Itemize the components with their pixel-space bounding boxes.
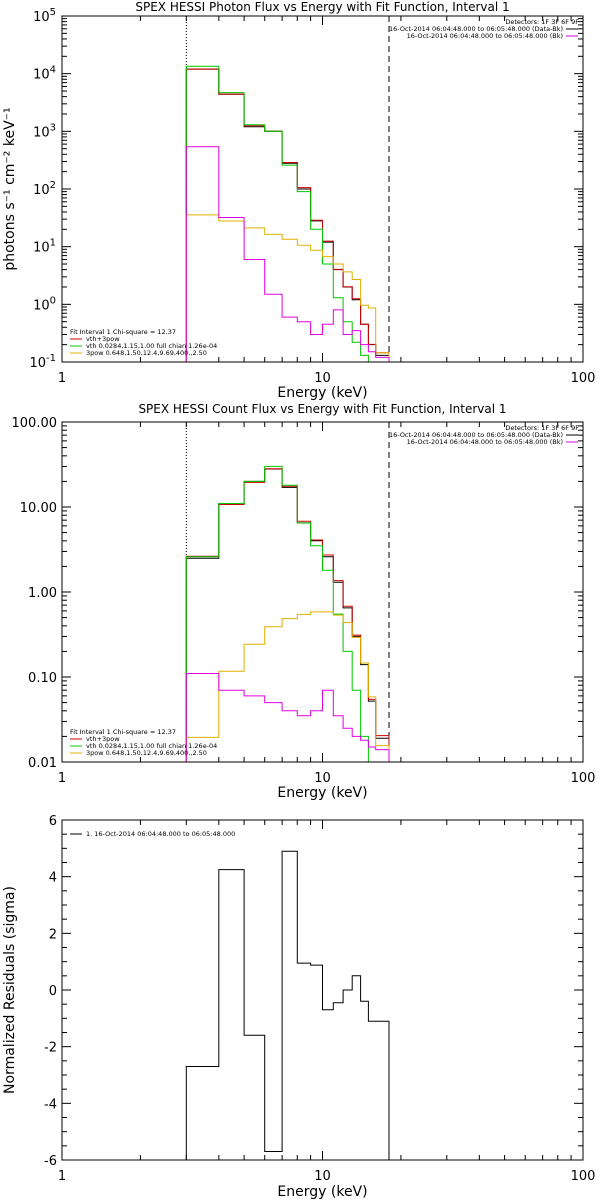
y-axis: 0.01 0.10 1.00 10.00 100.00 <box>12 416 583 771</box>
x-axis-label: Energy (keV) <box>277 785 367 801</box>
y-tick-label: 103 <box>33 122 56 140</box>
x-tick-label: 1 <box>58 771 66 786</box>
series-group <box>185 465 390 762</box>
x-tick-label: 1 <box>58 1169 66 1184</box>
y-tick-label: 0.01 <box>28 756 57 771</box>
legend-entry: 16-Oct-2014 06:04:48.000 to 06:05:48.000… <box>407 438 563 446</box>
series-data <box>185 68 390 362</box>
legend-entry: 1. 16-Oct-2014 06:04:48.000 to 06:05:48.… <box>86 830 235 838</box>
x-axis: 1 10 100 <box>58 820 596 1184</box>
legend-header: Fit Interval 1 Chi-square = 12.37 <box>70 728 176 736</box>
y-tick-label: 4 <box>49 871 57 886</box>
legend-left: Fit Interval 1 Chi-square = 12.37vth+3po… <box>70 728 217 757</box>
x-tick-label: 1 <box>58 371 66 386</box>
legend-header: Detectors: 1F 3F 6F 9F <box>505 424 579 432</box>
x-axis: 1 10 100 <box>58 422 596 786</box>
x-tick-label: 10 <box>314 1169 331 1184</box>
legend-entry: 3pow 0.648,1.50,12.4,9.69,400.,2.50 <box>86 349 207 357</box>
y-axis-label: Normalized Residuals (sigma) <box>2 886 18 1094</box>
y-tick-label: 105 <box>33 7 56 25</box>
x-tick-label: 100 <box>571 771 596 786</box>
series-1-16-oct-2014-06-04-48-000-to-06-05-48-000 <box>185 850 390 1160</box>
series-vth <box>185 65 389 362</box>
x-axis-label: Energy (keV) <box>277 1184 367 1200</box>
y-tick-label: 1.00 <box>28 586 57 601</box>
y-axis-label: photons s⁻¹ cm⁻² keV⁻¹ <box>2 107 18 270</box>
panel-2: SPEX HESSI Count Flux vs Energy with Fit… <box>12 402 596 801</box>
legend-entry: vth 0.0284,1.15,1.00 full chian 1.26e-04 <box>86 742 217 750</box>
series-vth <box>185 465 389 762</box>
series-group <box>185 850 390 1160</box>
y-tick-label: -2 <box>44 1041 57 1056</box>
series-data <box>185 468 390 762</box>
series-bk <box>185 146 390 362</box>
y-tick-label: 100 <box>33 295 56 313</box>
chart-title: SPEX HESSI Count Flux vs Energy with Fit… <box>138 402 506 416</box>
y-tick-label: 102 <box>33 180 56 198</box>
x-axis-label: Energy (keV) <box>277 385 367 401</box>
legend-entry: 16-Oct-2014 06:04:48.000 to 06:05:48.000… <box>389 431 563 439</box>
y-tick-label: -4 <box>44 1097 57 1112</box>
legend-entry: vth+3pow <box>86 735 120 743</box>
y-tick-label: 104 <box>33 65 56 83</box>
x-tick-label: 100 <box>571 1169 596 1184</box>
y-tick-label: 10-1 <box>29 353 56 371</box>
legend-entry: vth+3pow <box>86 335 120 343</box>
panel-1: SPEX HESSI Photon Flux vs Energy with Fi… <box>2 0 595 401</box>
series-bk <box>185 673 390 762</box>
legend-left: 1. 16-Oct-2014 06:04:48.000 to 06:05:48.… <box>70 830 235 838</box>
panel-3: 1 10 100 Energy (keV) -6 -4 -2 0 2 4 6 Normalized R… <box>2 814 595 1200</box>
series-3pow <box>185 214 390 362</box>
y-tick-label: 100.00 <box>12 416 58 431</box>
plot-frame <box>61 421 584 763</box>
legend-entry: 3pow 0.648,1.50,12.4,9.69,400.,2.50 <box>86 749 207 757</box>
y-tick-label: 0 <box>49 984 57 999</box>
legend-entry: 16-Oct-2014 06:04:48.000 to 06:05:48.000… <box>407 32 563 40</box>
y-tick-label: -6 <box>44 1154 57 1169</box>
y-tick-label: 10.00 <box>20 501 57 516</box>
plot-frame <box>61 819 584 1161</box>
y-axis: -6 -4 -2 0 2 4 6 <box>44 814 583 1169</box>
plot-frame <box>61 15 584 363</box>
x-tick-label: 10 <box>314 371 331 386</box>
series-vth-3pow <box>185 468 390 762</box>
series-group <box>185 65 390 362</box>
legend-header: Fit Interval 1 Chi-square = 12.37 <box>70 328 176 336</box>
series-3pow <box>185 611 390 762</box>
chart-title: SPEX HESSI Photon Flux vs Energy with Fi… <box>135 0 509 14</box>
legend-entry: 16-Oct-2014 06:04:48.000 to 06:05:48.000… <box>389 25 563 33</box>
legend-header: Detectors: 1F 3F 6F 9F <box>505 18 579 26</box>
y-tick-label: 2 <box>49 927 57 942</box>
y-tick-label: 6 <box>49 814 57 829</box>
x-tick-label: 10 <box>314 771 331 786</box>
y-tick-label: 0.10 <box>28 671 57 686</box>
legend-left: Fit Interval 1 Chi-square = 12.37vth+3po… <box>70 328 217 357</box>
y-tick-label: 101 <box>33 238 56 256</box>
series-vth-3pow <box>185 68 390 362</box>
legend-entry: vth 0.0284,1.15,1.00 full chian 1.26e-04 <box>86 342 217 350</box>
x-tick-label: 100 <box>571 371 596 386</box>
